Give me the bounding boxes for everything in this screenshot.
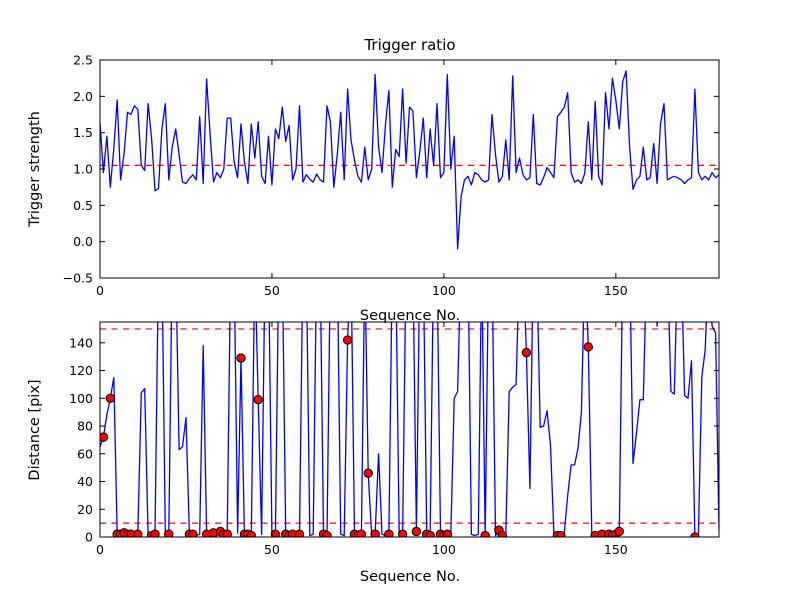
trigger-marker bbox=[284, 530, 294, 537]
trigger-marker bbox=[112, 529, 122, 537]
x-tick-label: 50 bbox=[264, 542, 280, 557]
trigger-marker bbox=[552, 530, 563, 537]
y-tick-label: 60 bbox=[77, 446, 93, 461]
trigger-marker bbox=[397, 529, 408, 537]
trigger-marker bbox=[611, 529, 621, 537]
trigger-marker bbox=[253, 394, 263, 405]
trigger-marker bbox=[115, 529, 126, 537]
trigger-marker bbox=[442, 529, 453, 537]
trigger-marker bbox=[318, 529, 329, 537]
trigger-marker bbox=[435, 529, 446, 537]
top-y-axis-label: Trigger strength bbox=[27, 111, 43, 227]
trigger-marker bbox=[349, 529, 360, 537]
y-tick-label: 20 bbox=[77, 502, 93, 517]
trigger-marker bbox=[342, 335, 353, 345]
trigger-marker bbox=[100, 432, 109, 442]
x-tick-label: 150 bbox=[604, 283, 628, 298]
trigger-marker bbox=[239, 529, 250, 537]
trigger-marker bbox=[208, 528, 219, 537]
bottom-x-axis-label: Sequence No. bbox=[359, 569, 461, 585]
trigger-marker bbox=[614, 526, 624, 537]
trigger-marker bbox=[363, 468, 373, 478]
trigger-marker bbox=[356, 529, 367, 537]
trigger-marker bbox=[583, 342, 594, 352]
top-plot-frame bbox=[99, 59, 720, 279]
trigger-marker bbox=[590, 530, 600, 537]
trigger-marker bbox=[236, 353, 246, 363]
top-x-axis-label: Sequence No. bbox=[359, 308, 461, 324]
trigger-marker bbox=[480, 530, 490, 537]
y-tick-label: 140 bbox=[69, 335, 93, 350]
y-tick-label: 0 bbox=[85, 530, 93, 545]
trigger-marker bbox=[164, 529, 174, 537]
trigger-marker bbox=[133, 529, 143, 537]
bottom-y-axis-label: Distance [pix] bbox=[27, 379, 43, 481]
trigger-marker bbox=[188, 529, 198, 537]
trigger-marker bbox=[439, 530, 449, 537]
trigger-marker bbox=[184, 529, 195, 537]
x-tick-label: 100 bbox=[432, 542, 456, 557]
trigger-marker bbox=[222, 529, 232, 537]
trigger-marker bbox=[243, 529, 253, 537]
top-plot-series-line bbox=[100, 70, 719, 250]
trigger-marker bbox=[556, 530, 566, 537]
trigger-marker bbox=[201, 529, 212, 537]
x-tick-label: 0 bbox=[96, 283, 104, 298]
trigger-marker bbox=[604, 529, 614, 537]
bottom-plot-series-line bbox=[100, 322, 719, 537]
trigger-marker bbox=[370, 529, 380, 537]
x-tick-label: 100 bbox=[432, 283, 456, 298]
trigger-marker bbox=[105, 393, 116, 403]
trigger-marker bbox=[219, 529, 229, 537]
trigger-marker bbox=[281, 529, 291, 537]
top-plot: 0 50 100 150 −0.5 0.0 0.5 1.0 1.5 2.0 2.5 bbox=[63, 53, 720, 298]
trigger-marker bbox=[150, 529, 160, 537]
y-tick-label: 2.5 bbox=[73, 53, 93, 68]
trigger-marker bbox=[690, 532, 700, 537]
trigger-marker bbox=[353, 530, 363, 537]
trigger-marker bbox=[411, 526, 422, 537]
bottom-plot: 0 50 100 150 0 20 40 60 80 100 120 140 bbox=[69, 321, 720, 557]
chart-title: Trigger ratio bbox=[364, 36, 456, 54]
x-tick-label: 150 bbox=[604, 542, 628, 557]
y-tick-label: 120 bbox=[69, 363, 93, 378]
trigger-marker bbox=[521, 347, 532, 358]
y-tick-label: 2.0 bbox=[73, 89, 93, 104]
y-tick-label: 80 bbox=[77, 419, 93, 434]
trigger-marker bbox=[146, 530, 157, 537]
bottom-plot-frame bbox=[99, 321, 720, 538]
trigger-marker bbox=[421, 529, 432, 537]
trigger-marker bbox=[322, 530, 332, 537]
trigger-marker bbox=[287, 529, 298, 537]
trigger-marker bbox=[270, 529, 281, 537]
trigger-marker bbox=[246, 530, 257, 537]
y-tick-label: 40 bbox=[77, 474, 93, 489]
trigger-marker bbox=[497, 530, 508, 537]
y-tick-label: 1.5 bbox=[73, 125, 93, 140]
y-tick-label: −0.5 bbox=[63, 271, 93, 286]
trigger-marker bbox=[425, 530, 435, 537]
y-tick-label: 0.5 bbox=[73, 198, 93, 213]
trigger-marker bbox=[122, 529, 133, 537]
y-tick-label: 100 bbox=[69, 391, 93, 406]
x-tick-label: 50 bbox=[264, 283, 280, 298]
x-tick-label: 0 bbox=[96, 542, 104, 557]
y-tick-label: 1.0 bbox=[73, 162, 93, 177]
y-tick-label: 0.0 bbox=[73, 234, 93, 249]
trigger-marker bbox=[294, 529, 305, 537]
trigger-marker bbox=[119, 528, 129, 537]
trigger-marker bbox=[597, 529, 607, 537]
trigger-marker bbox=[215, 526, 226, 537]
trigger-marker bbox=[494, 525, 504, 535]
trigger-marker bbox=[607, 530, 618, 537]
trigger-marker bbox=[126, 529, 136, 537]
trigger-marker bbox=[384, 529, 394, 537]
